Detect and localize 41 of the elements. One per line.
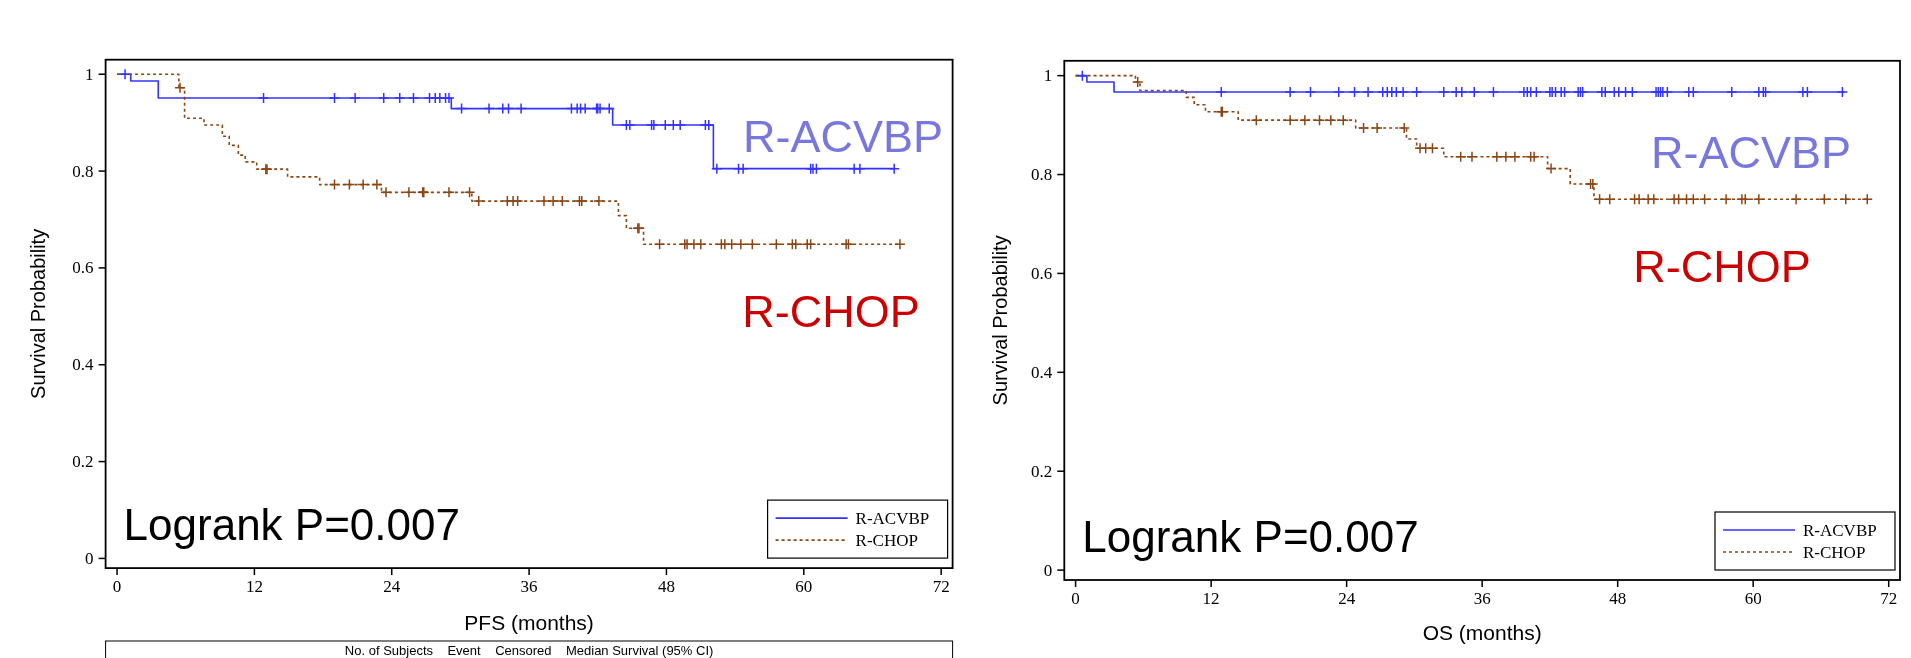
y-tick-label: 1 — [1043, 66, 1053, 86]
y-tick-label: 0 — [1043, 560, 1053, 580]
annotation: R-CHOP — [1633, 240, 1811, 292]
x-tick-label: 24 — [383, 577, 401, 597]
annotation: Logrank P=0.007 — [1082, 512, 1419, 561]
y-tick-label: 0.8 — [72, 161, 94, 181]
x-tick-label: 48 — [657, 577, 675, 597]
annotation: R-ACVBP — [1650, 126, 1852, 178]
x-axis-title: PFS (months) — [464, 611, 594, 634]
y-axis-title: Survival Probability — [989, 235, 1011, 406]
y-axis-title: Survival Probability — [27, 228, 49, 399]
annotation: R-ACVBP — [742, 110, 944, 162]
x-tick-label: 12 — [1202, 589, 1220, 608]
annotation: R-CHOP — [742, 285, 920, 337]
annotation: Logrank P=0.007 — [123, 500, 460, 550]
x-tick-label: 12 — [245, 577, 263, 597]
x-tick-label: 72 — [932, 577, 950, 597]
legend-label: R-CHOP — [1803, 542, 1866, 562]
y-tick-label: 0 — [85, 548, 94, 568]
y-tick-label: 0.2 — [1031, 461, 1053, 481]
x-tick-label: 24 — [1338, 589, 1356, 608]
x-tick-label: 72 — [1880, 589, 1898, 608]
y-tick-label: 0.4 — [72, 355, 95, 375]
text: No. of Subjects Event Censored Median Survival (95% CI) — [344, 643, 714, 658]
y-tick-label: 0.8 — [1031, 165, 1053, 185]
x-axis-title: OS (months) — [1422, 621, 1542, 644]
x-tick-label: 60 — [795, 577, 813, 597]
y-tick-label: 0.6 — [72, 258, 94, 278]
x-tick-label: 0 — [112, 577, 122, 597]
x-tick-label: 36 — [1473, 589, 1491, 608]
legend-label: R-ACVBP — [855, 508, 930, 528]
x-tick-label: 0 — [1071, 589, 1080, 608]
y-tick-label: 0.6 — [1031, 263, 1053, 283]
y-tick-label: 0.2 — [72, 452, 94, 472]
legend-label: R-ACVBP — [1803, 520, 1877, 540]
y-tick-label: 0.4 — [1031, 362, 1053, 382]
legend-label: R-CHOP — [855, 530, 918, 550]
x-tick-label: 48 — [1609, 589, 1627, 608]
x-tick-label: 60 — [1744, 589, 1762, 608]
x-tick-label: 36 — [520, 577, 538, 597]
y-tick-label: 1 — [85, 64, 94, 84]
